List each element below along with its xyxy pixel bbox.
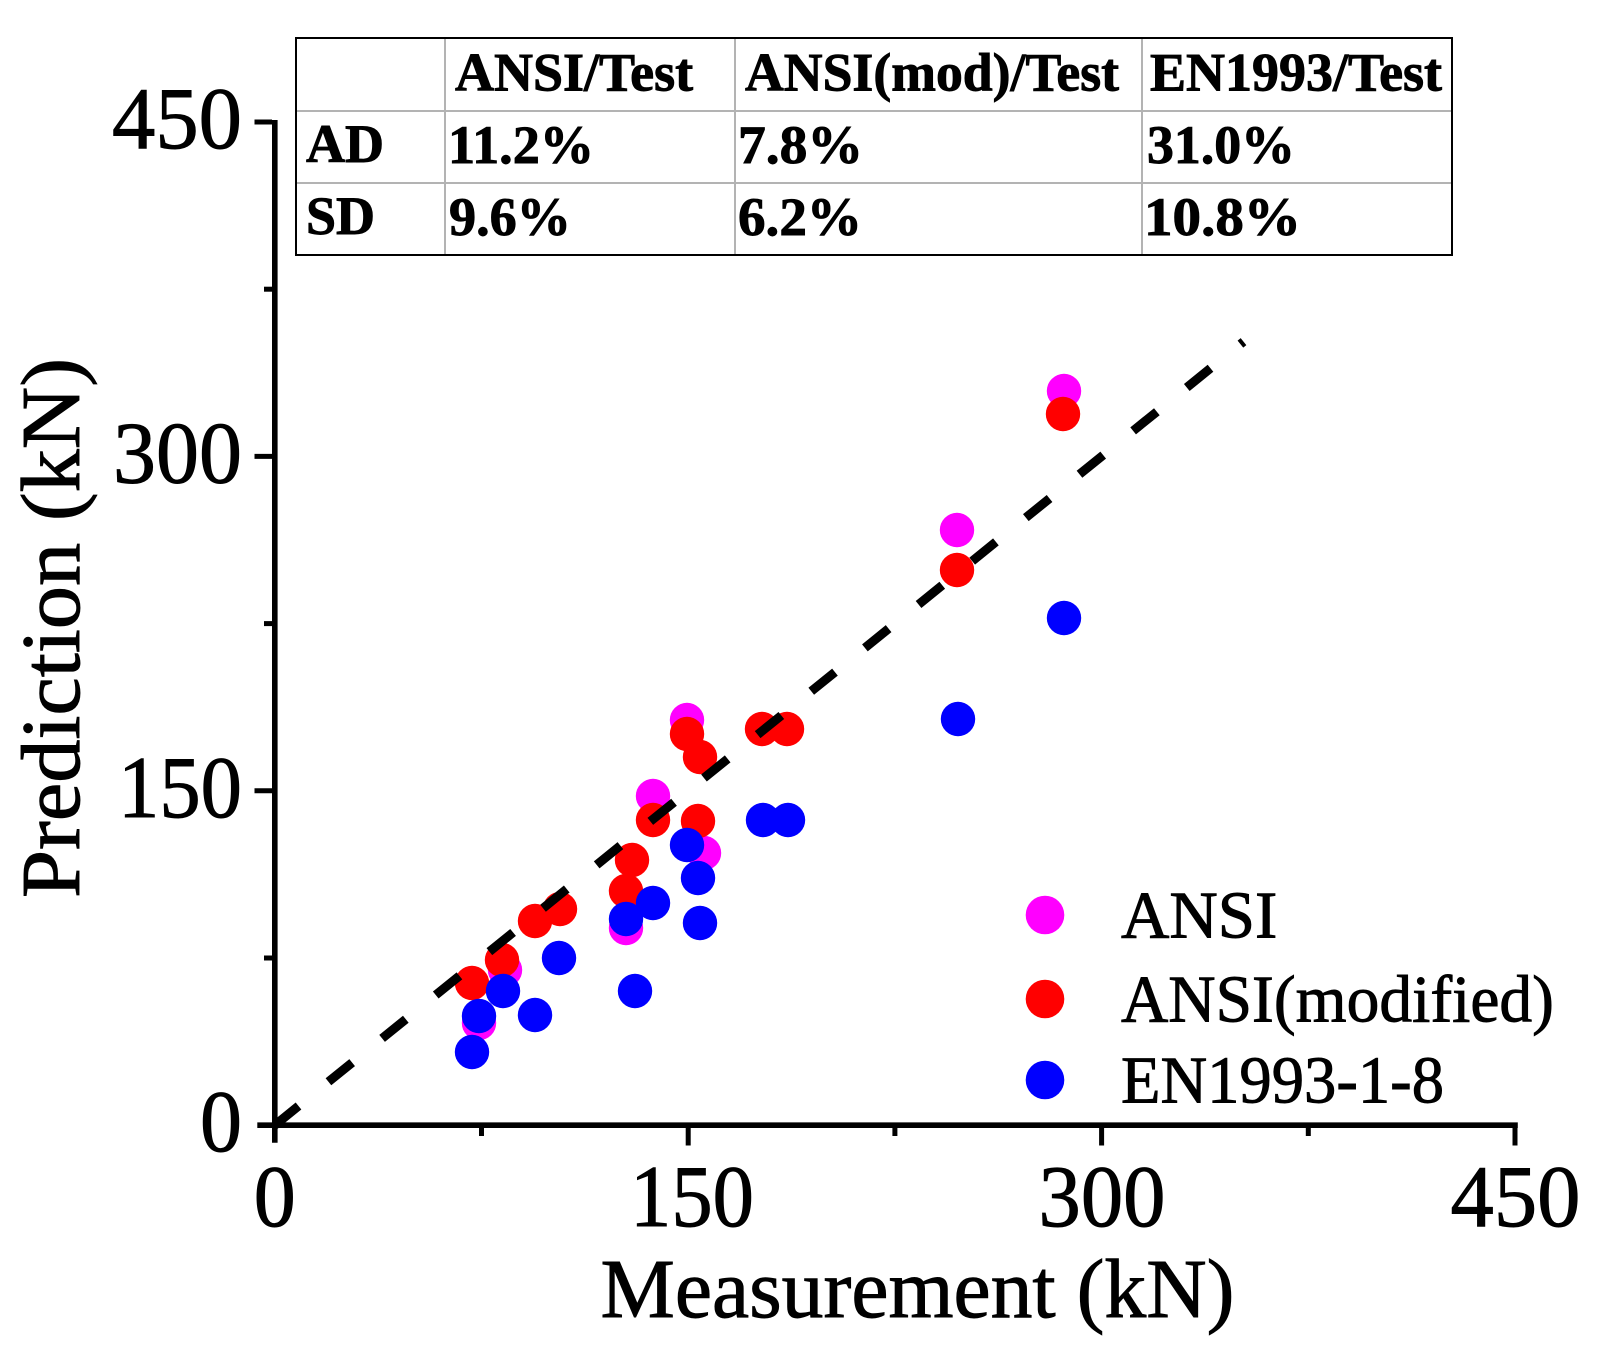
- svg-text:SD: SD: [306, 186, 375, 246]
- svg-text:ANSI: ANSI: [1121, 878, 1277, 952]
- svg-text:300: 300: [1039, 1149, 1166, 1246]
- svg-text:31.0%: 31.0%: [1147, 115, 1295, 175]
- svg-text:150: 150: [118, 740, 242, 837]
- svg-text:ANSI(modified): ANSI(modified): [1121, 962, 1554, 1036]
- svg-text:ANSI(mod)/Test: ANSI(mod)/Test: [745, 43, 1119, 103]
- svg-text:EN1993-1-8: EN1993-1-8: [1121, 1043, 1444, 1117]
- svg-text:7.8%: 7.8%: [738, 115, 863, 175]
- svg-text:Measurement (kN): Measurement (kN): [601, 1243, 1235, 1336]
- svg-text:AD: AD: [306, 114, 384, 174]
- svg-text:11.2%: 11.2%: [448, 115, 594, 175]
- svg-text:9.6%: 9.6%: [449, 187, 571, 247]
- svg-text:ANSI/Test: ANSI/Test: [455, 43, 693, 103]
- svg-text:0: 0: [200, 1074, 242, 1171]
- svg-text:450: 450: [1451, 1149, 1581, 1246]
- svg-text:10.8%: 10.8%: [1144, 187, 1301, 247]
- svg-text:6.2%: 6.2%: [738, 187, 862, 247]
- svg-text:Prediction (kN): Prediction (kN): [5, 358, 98, 898]
- svg-text:0: 0: [254, 1149, 296, 1246]
- svg-text:450: 450: [112, 71, 242, 168]
- svg-text:300: 300: [113, 405, 242, 502]
- svg-text:EN1993/Test: EN1993/Test: [1150, 43, 1442, 103]
- svg-text:150: 150: [630, 1149, 754, 1246]
